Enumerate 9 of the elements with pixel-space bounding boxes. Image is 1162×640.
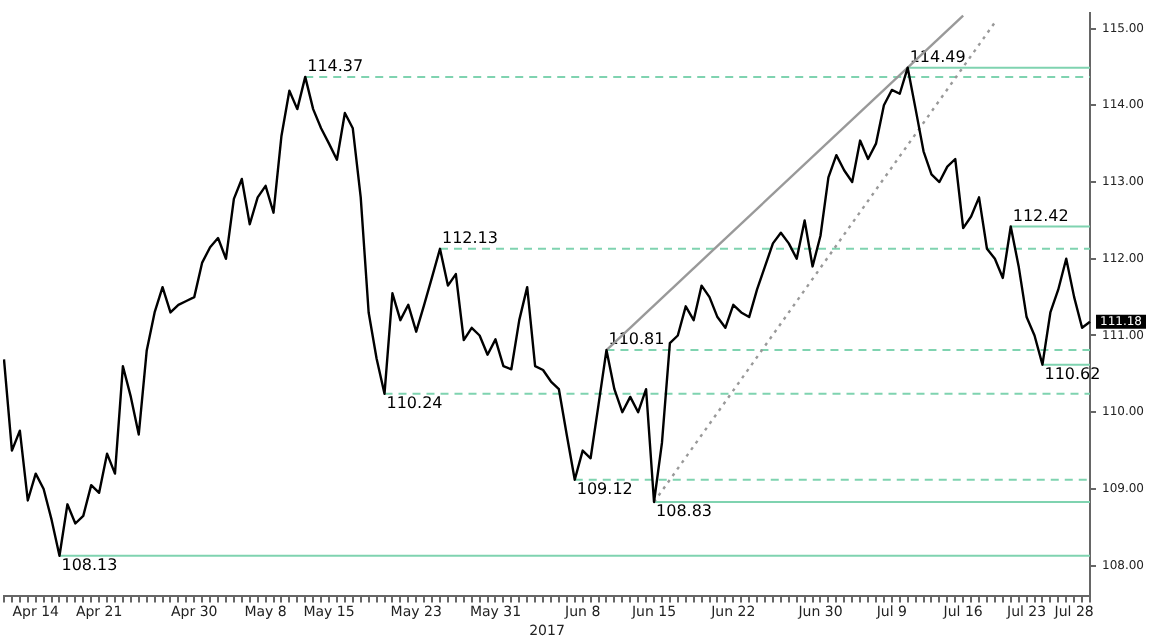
ref-line-label: 108.83 [656, 502, 713, 521]
ref-line-label: 108.13 [61, 555, 118, 574]
ref-line-label: 110.24 [386, 393, 443, 412]
ref-line-label: 110.81 [608, 330, 665, 349]
ref-line-label: 112.13 [441, 228, 498, 247]
ref-line-label: 114.37 [307, 57, 364, 76]
ref-line-label: 112.42 [1012, 206, 1069, 225]
ref-line-label: 114.49 [909, 47, 966, 66]
ref-line-label: 109.12 [576, 479, 633, 498]
